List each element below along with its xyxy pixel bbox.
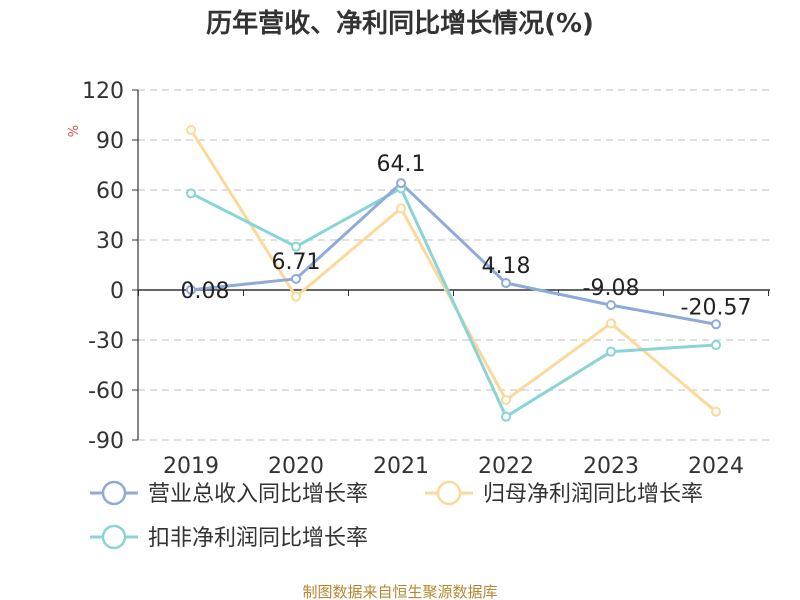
- y-tick-label-6: -60: [88, 379, 124, 404]
- series-2-point-1: [291, 241, 301, 252]
- legend-label-1: 归母净利润同比增长率: [483, 482, 703, 507]
- x-tick-label-0: 2019: [163, 454, 219, 479]
- legend-item-2[interactable]: 扣非净利润同比增长率: [90, 524, 368, 551]
- series-0-point-4: [606, 300, 616, 311]
- series-lines: [189, 129, 717, 419]
- series-line-2: [190, 186, 717, 419]
- series-1-point-2: [396, 203, 406, 214]
- y-tick-label-5: -30: [88, 329, 124, 354]
- data-label-1: 6.71: [272, 250, 321, 275]
- data-label-2: 64.1: [377, 152, 426, 177]
- series-1-point-0: [186, 125, 196, 135]
- x-tick-label-4: 2023: [583, 454, 639, 479]
- y-tick-label-1: 90: [96, 129, 124, 154]
- legend-label-0: 营业总收入同比增长率: [148, 482, 368, 507]
- x-tick-label-3: 2022: [478, 454, 534, 479]
- series-1-point-5: [711, 406, 721, 417]
- series-line-1: [189, 129, 717, 413]
- source-note: 制图数据来自恒生聚源数据库: [302, 583, 497, 600]
- data-label-4: -9.08: [583, 276, 640, 301]
- x-tick-label-5: 2024: [688, 454, 744, 479]
- data-labels: 0.08 6.71 64.1 4.18 -9.08 -20.57: [181, 152, 752, 320]
- legend-marker-2: [101, 524, 127, 550]
- axes: 120 90 60 30 0 -30 -60 -90 2019 2020 2021 2022 2023 2…: [82, 79, 770, 479]
- chart-title: 历年营收、净利同比增长情况(%): [206, 8, 594, 39]
- series-0-point-1: [291, 273, 301, 284]
- series-2-point-5: [711, 340, 721, 350]
- data-label-0: 0.08: [181, 279, 230, 304]
- legend-marker-1: [436, 480, 462, 506]
- series-1-point-4: [606, 318, 616, 329]
- legend-label-2: 扣非净利润同比增长率: [148, 526, 368, 551]
- y-axis-unit: %: [67, 125, 82, 137]
- series-0-point-0: [186, 284, 196, 295]
- series-2-point-4: [606, 346, 616, 357]
- x-tick-label-1: 2020: [268, 454, 324, 479]
- legend-marker-0: [101, 480, 127, 506]
- series-line-0: [190, 181, 717, 326]
- x-tick-label-2: 2021: [373, 454, 429, 479]
- series-0-point-3: [501, 278, 511, 289]
- y-tick-label-7: -90: [88, 429, 124, 454]
- data-label-3: 4.18: [482, 254, 531, 279]
- series-1-point-3: [501, 395, 511, 405]
- series-0-point-2: [396, 178, 406, 189]
- series-1-point-1: [291, 291, 301, 302]
- series-points: [186, 125, 721, 422]
- y-tick-label-3: 30: [96, 229, 124, 254]
- data-label-5: -20.57: [681, 295, 752, 320]
- series-0-point-5: [711, 319, 721, 330]
- y-tick-label-4: 0: [110, 279, 124, 304]
- series-2-point-0: [186, 188, 196, 199]
- y-tick-label-0: 120: [82, 79, 124, 104]
- legend-item-0[interactable]: 营业总收入同比增长率: [90, 480, 368, 507]
- grid: [138, 89, 770, 441]
- legend-item-1[interactable]: 归母净利润同比增长率: [425, 480, 703, 507]
- y-tick-label-2: 60: [96, 179, 124, 204]
- series-2-point-3: [501, 411, 511, 422]
